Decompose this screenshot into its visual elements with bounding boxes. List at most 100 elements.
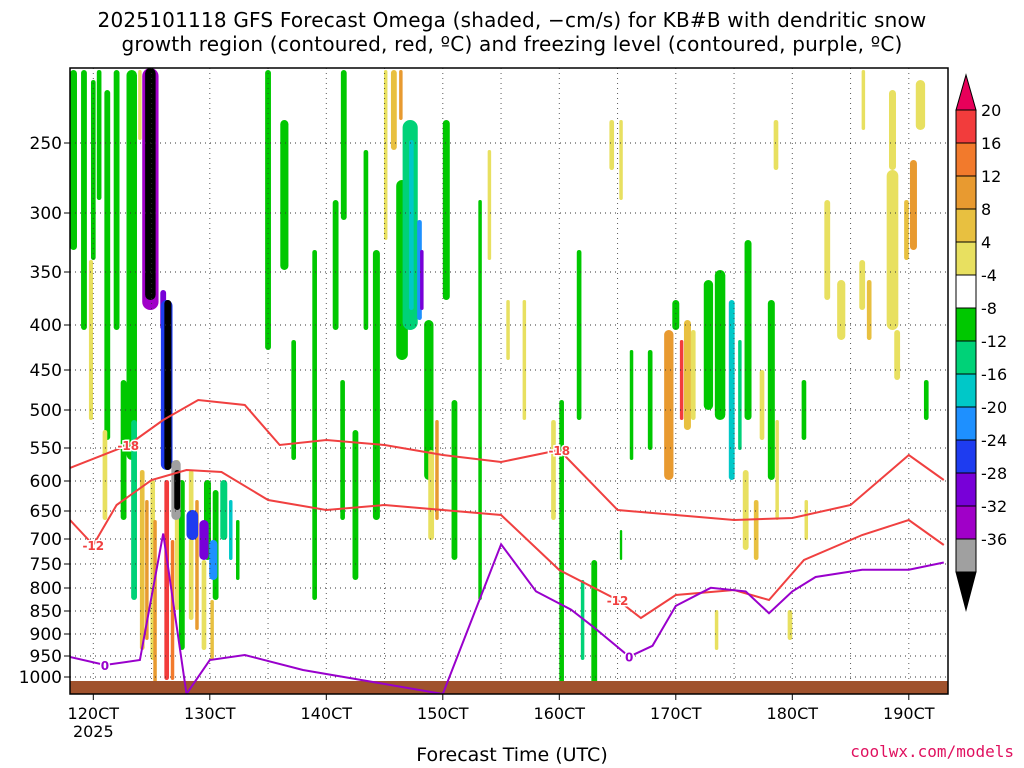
contour-label: 0 [625,651,633,665]
omega-shade-cell [229,500,233,560]
x-tick-label: 160CT [534,704,586,723]
y-tick-label: 1000 [19,668,62,688]
omega-shade-cell [70,70,77,250]
y-tick-label: 950 [30,647,62,667]
omega-shade-cell [767,300,775,480]
omega-shade-cell [102,430,108,520]
omega-shade-cell [265,70,271,350]
contour-label: 0 [101,659,109,673]
omega-shade-cell [559,400,564,690]
omega-shade-cell [837,280,846,340]
omega-shade-cell [478,200,482,600]
omega-shade-cell [619,530,623,560]
omega-shade-cell [886,170,899,330]
colorbar-box [955,142,977,177]
omega-shade-cell [340,380,345,520]
omega-shade-cell [90,80,96,260]
omega-shade-cell [390,70,397,150]
y-tick-label: 450 [30,361,62,381]
omega-shade-cell [428,450,435,540]
omega-shade-cell [804,500,809,540]
colorbar: 20 16 12 8 4 -4 -8 -12 -16 -20 -24 -28 -32 -36 [955,73,1007,612]
colorbar-label: -4 [981,266,997,285]
omega-shade-cell [580,580,585,660]
omega-shade-cell [139,470,145,650]
colorbar-box [955,439,977,474]
colorbar-label: -24 [981,431,1007,450]
x-tick-label: 120CT [68,704,120,723]
x-tick-label: 190CT [883,704,935,723]
omega-shade-cell [672,300,680,330]
x-tick-label: 150CT [417,704,469,723]
colorbar-label: -16 [981,365,1007,384]
y-tick-label: 600 [30,472,62,492]
omega-core-cell [209,540,218,580]
y-tick-label: 650 [30,502,62,522]
omega-shade-cell [773,120,779,170]
contour-minus12 [70,468,945,620]
y-tick-label: 300 [30,204,62,224]
omega-shade-cell [280,120,289,270]
omega-shade-cell [824,200,831,300]
omega-core-cell [164,300,172,470]
colorbar-box [955,175,977,210]
contour-label: -18 [548,444,570,458]
omega-shade-cell [742,470,749,550]
omega-shade-cell [291,340,297,460]
omega-shade-cell [442,120,450,300]
y-tick-label: 550 [30,439,62,459]
contour-label: -12 [82,539,104,553]
omega-shade-cell [775,420,779,520]
colorbar-label: -28 [981,464,1007,483]
colorbar-box [955,241,977,276]
y-tick-label: 700 [30,530,62,550]
colorbar-label: 12 [981,167,1001,186]
omega-shade-cell [340,70,347,220]
colorbar-box [955,406,977,441]
omega-shade-cell [81,70,87,330]
omega-shade-cell [664,330,674,480]
omega-shade-cell [703,280,714,410]
y-tick-label: 900 [30,625,62,645]
colorbar-box [955,274,977,309]
omega-shade-cell [915,80,926,130]
omega-shade-cell [188,470,194,620]
y-tick-label: 500 [30,401,62,421]
omega-shade-cell [679,340,684,420]
omega-core-cell [186,510,199,540]
colorbar-box [955,307,977,342]
omega-shade-cell [690,330,696,420]
omega-shade-cell [894,330,901,380]
omega-shade-cell [153,520,157,694]
omega-shade-cell [383,70,388,240]
colorbar-bottom-arrow [955,571,977,612]
omega-shade-cell [312,250,317,600]
colorbar-box [955,472,977,507]
colorbar-label: -12 [981,332,1007,351]
contour-label: -18 [117,439,139,453]
colorbar-label: -20 [981,398,1007,417]
omega-shading [70,68,929,694]
omega-shade-cell [164,480,170,680]
omega-shade-cell [96,70,102,200]
pressure-axis: 250 300 350 400 450 500 550 600 650 700 750 800 850 9… [19,134,70,688]
omega-shade-cell [866,280,872,340]
contour-label: -12 [607,594,629,608]
omega-shade-cell [759,370,765,440]
y-tick-label: 850 [30,602,62,622]
y-tick-label: 250 [30,134,62,154]
omega-shade-cell [220,480,228,540]
omega-shade-cell [451,400,458,560]
colorbar-label: -36 [981,530,1007,549]
omega-shade-cell [409,140,414,310]
x-tick-year-label: 2025 [73,722,114,741]
omega-shade-cell [424,320,434,480]
omega-shade-cell [201,560,207,650]
omega-shade-cell [435,420,439,520]
omega-shade-cell [923,380,929,420]
y-tick-label: 750 [30,555,62,575]
omega-shade-cell [506,300,510,360]
omega-shade-cell [522,300,527,420]
colorbar-box [955,373,977,408]
omega-core-cell [145,68,156,300]
